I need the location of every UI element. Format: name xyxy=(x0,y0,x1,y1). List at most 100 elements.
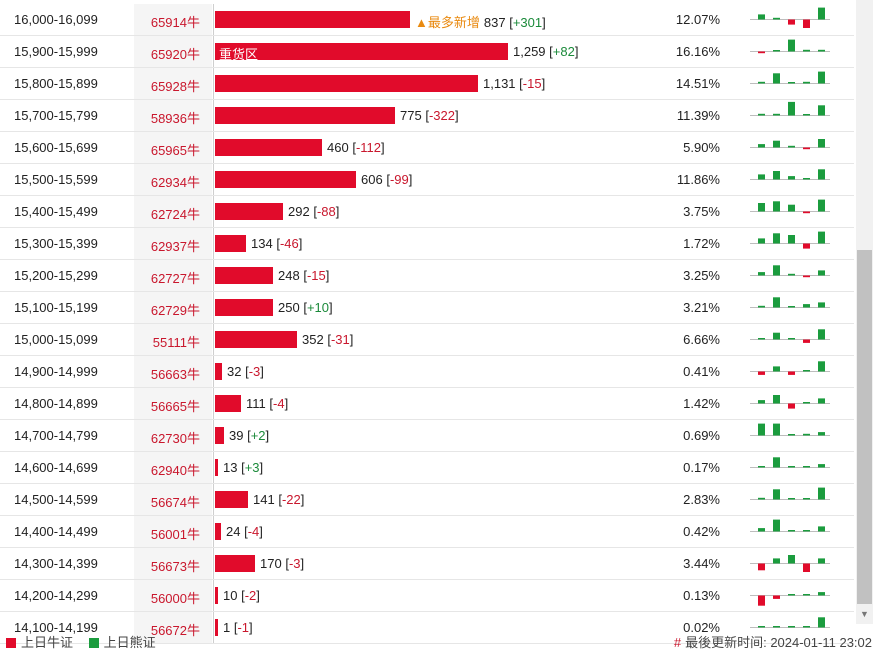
table-row[interactable]: 14,900-14,999 56663牛 32 [-3] 0.41% xyxy=(0,356,854,388)
table-row[interactable]: 14,100-14,199 56672牛 1 [-1] 0.02% xyxy=(0,612,854,644)
warrant-code-link[interactable]: 56672牛 xyxy=(150,623,200,638)
table-row[interactable]: 15,500-15,599 62934牛 606 [-99] 11.86% xyxy=(0,164,854,196)
table-row[interactable]: 14,500-14,599 56674牛 141 [-22] 2.83% xyxy=(0,484,854,516)
quantity-change: +301 xyxy=(512,15,543,30)
quantity-bar xyxy=(215,107,395,124)
mini-trend-chart xyxy=(750,580,832,611)
table-row[interactable]: 15,900-15,999 65920牛 重货区 1,259 [+82] 16.16% xyxy=(0,36,854,68)
mini-bar xyxy=(773,50,780,52)
warrant-code-link[interactable]: 58936牛 xyxy=(150,111,200,126)
warrant-code-link[interactable]: 56663牛 xyxy=(150,367,200,382)
mini-bar xyxy=(773,457,780,468)
warrant-code-link[interactable]: 62934牛 xyxy=(150,175,200,190)
table-row[interactable]: 14,200-14,299 56000牛 10 [-2] 0.13% xyxy=(0,580,854,612)
price-range: 14,500-14,599 xyxy=(14,492,98,507)
quantity-value: 248 [-15] xyxy=(278,268,330,283)
quantity-number: 250 xyxy=(278,300,300,315)
mini-bar xyxy=(758,338,765,340)
price-range: 15,000-15,099 xyxy=(14,332,98,347)
table-row[interactable]: 14,600-14,699 62940牛 13 [+3] 0.17% xyxy=(0,452,854,484)
warrant-code-link[interactable]: 62730牛 xyxy=(150,431,200,446)
table-row[interactable]: 15,000-15,099 55111牛 352 [-31] 6.66% xyxy=(0,324,854,356)
quantity-value: 1,131 [-15] xyxy=(483,76,546,91)
table-row[interactable]: 14,700-14,799 62730牛 39 [+2] 0.69% xyxy=(0,420,854,452)
mini-bar xyxy=(803,370,810,372)
table-row[interactable]: 15,300-15,399 62937牛 134 [-46] 1.72% xyxy=(0,228,854,260)
warrant-code-link[interactable]: 65928牛 xyxy=(150,79,200,94)
quantity-number: 13 xyxy=(223,460,238,475)
warrant-code-link[interactable]: 65965牛 xyxy=(150,143,200,158)
code-cell: 55111牛 xyxy=(134,324,212,355)
mini-bar xyxy=(803,81,810,84)
mini-bar xyxy=(818,464,825,468)
mini-bar xyxy=(803,498,810,500)
code-cell: 65928牛 xyxy=(134,68,212,99)
warrant-code-link[interactable]: 62937牛 xyxy=(150,239,200,254)
mini-bar xyxy=(818,231,825,244)
table-row[interactable]: 14,800-14,899 56665牛 111 [-4] 1.42% xyxy=(0,388,854,420)
warrant-code-link[interactable]: 62727牛 xyxy=(150,271,200,286)
quantity-number: 292 xyxy=(288,204,310,219)
mini-trend-chart xyxy=(750,36,832,67)
mini-bar xyxy=(818,329,825,340)
quantity-bar xyxy=(215,171,356,188)
mini-bar xyxy=(773,17,780,20)
table-row[interactable]: 15,400-15,499 62724牛 292 [-88] 3.75% xyxy=(0,196,854,228)
warrant-code-link[interactable]: 62724牛 xyxy=(150,207,200,222)
mini-bar xyxy=(803,275,810,278)
percentage: 3.75% xyxy=(683,204,720,219)
mini-bar xyxy=(758,51,765,54)
quantity-change: -3 xyxy=(288,556,301,571)
table-row[interactable]: 15,700-15,799 58936牛 775 [-322] 11.39% xyxy=(0,100,854,132)
mini-bar xyxy=(773,423,780,436)
mini-bar xyxy=(803,49,810,52)
quantity-number: 1 xyxy=(223,620,231,635)
mini-bar xyxy=(788,594,795,596)
code-cell: 65965牛 xyxy=(134,132,212,163)
mini-bar xyxy=(773,395,780,404)
table-row[interactable]: 15,600-15,699 65965牛 460 [-112] 5.90% xyxy=(0,132,854,164)
warrant-code-link[interactable]: 56001牛 xyxy=(150,527,200,542)
table-row[interactable]: 16,000-16,099 65914牛 ▲最多新增 837 [+301] 12.07% xyxy=(0,4,854,36)
quantity-bar xyxy=(215,299,273,316)
code-cell: 62727牛 xyxy=(134,260,212,291)
mini-bar xyxy=(803,178,810,180)
scroll-down-arrow-icon[interactable]: ▼ xyxy=(860,609,869,619)
price-range: 15,500-15,599 xyxy=(14,172,98,187)
quantity-change: +2 xyxy=(250,428,266,443)
warrant-code-link[interactable]: 55111牛 xyxy=(152,335,200,350)
warrant-code-link[interactable]: 65920牛 xyxy=(150,47,200,62)
warrant-code-link[interactable]: 56674牛 xyxy=(150,495,200,510)
mini-bar xyxy=(803,304,810,308)
warrant-code-link[interactable]: 56673牛 xyxy=(150,559,200,574)
mini-bar xyxy=(773,201,780,212)
scrollbar-thumb[interactable] xyxy=(857,250,872,604)
mini-bar xyxy=(773,558,780,564)
mini-bar xyxy=(773,171,780,180)
mini-bar xyxy=(788,235,795,244)
bar-axis-line xyxy=(213,4,214,35)
vertical-scrollbar[interactable]: ▼ xyxy=(856,0,873,624)
table-row[interactable]: 15,100-15,199 62729牛 250 [+10] 3.21% xyxy=(0,292,854,324)
code-cell: 56665牛 xyxy=(134,388,212,419)
price-range: 14,600-14,699 xyxy=(14,460,98,475)
warrant-code-link[interactable]: 62940牛 xyxy=(150,463,200,478)
updated-label: 最後更新时间: xyxy=(685,635,767,650)
mini-bar xyxy=(773,626,780,628)
bar-axis-line xyxy=(213,228,214,259)
bar-axis-line xyxy=(213,612,214,643)
table-row[interactable]: 14,300-14,399 56673牛 170 [-3] 3.44% xyxy=(0,548,854,580)
warrant-code-link[interactable]: 56000牛 xyxy=(150,591,200,606)
table-row[interactable]: 15,200-15,299 62727牛 248 [-15] 3.25% xyxy=(0,260,854,292)
quantity-bar xyxy=(215,139,322,156)
warrant-code-link[interactable]: 62729牛 xyxy=(150,303,200,318)
table-row[interactable]: 14,400-14,499 56001牛 24 [-4] 0.42% xyxy=(0,516,854,548)
warrant-code-link[interactable]: 56665牛 xyxy=(150,399,200,414)
warrant-code-link[interactable]: 65914牛 xyxy=(150,15,200,30)
quantity-number: 1,131 xyxy=(483,76,516,91)
quantity-value: 352 [-31] xyxy=(302,332,354,347)
quantity-value: 111 [-4] xyxy=(246,396,289,411)
mini-bar xyxy=(803,433,810,436)
mini-trend-chart xyxy=(750,356,832,387)
table-row[interactable]: 15,800-15,899 65928牛 1,131 [-15] 14.51% xyxy=(0,68,854,100)
